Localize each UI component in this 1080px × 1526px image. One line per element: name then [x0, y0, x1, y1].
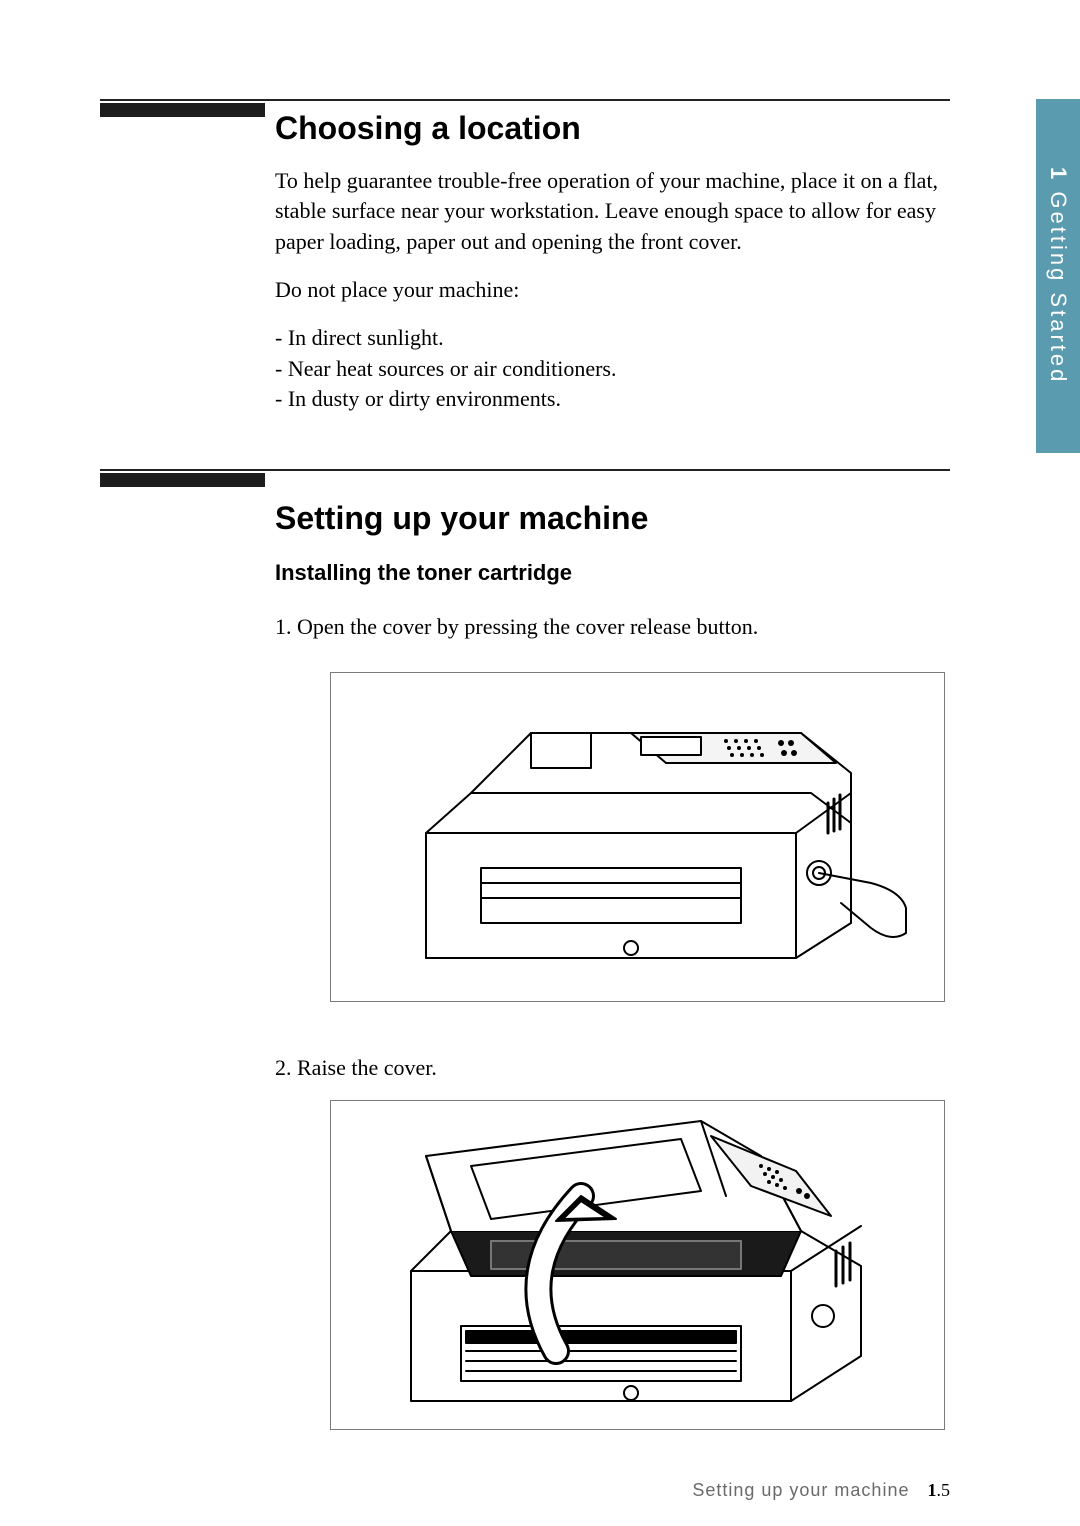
section-rule-thin-2 [100, 469, 950, 471]
para-intro: To help guarantee trouble-free operation… [275, 166, 955, 257]
side-tab-label: Getting Started [1046, 192, 1071, 385]
side-tab-number: 1 [1046, 167, 1071, 182]
warn-item-3: - In dusty or dirty environments. [275, 384, 955, 414]
step-2-text: 2. Raise the cover. [275, 1055, 955, 1081]
figure-open-cover [330, 672, 945, 1002]
step-1-text: 1. Open the cover by pressing the cover … [275, 614, 955, 640]
figure-raise-cover [330, 1100, 945, 1430]
printer-open-icon [331, 1101, 945, 1430]
heading-setting-up: Setting up your machine [275, 500, 648, 537]
footer-gap [915, 1480, 927, 1500]
page: 1 Getting Started Choosing a location To… [0, 0, 1080, 1526]
section-rule-thick [100, 103, 265, 117]
footer-chapter: 1 [928, 1480, 937, 1500]
warn-item-1: - In direct sunlight. [275, 323, 955, 353]
page-footer: Setting up your machine 1.5 [0, 1480, 950, 1501]
para-do-not: Do not place your machine: [275, 275, 955, 305]
footer-page: .5 [937, 1480, 951, 1500]
subheading-toner: Installing the toner cartridge [275, 560, 572, 586]
printer-closed-icon [331, 673, 945, 1002]
section1-body: To help guarantee trouble-free operation… [275, 166, 955, 415]
section-rule-thick-2 [100, 473, 265, 487]
section-rule-thin [100, 99, 950, 101]
heading-choosing-location: Choosing a location [275, 110, 581, 147]
side-tab: 1 Getting Started [1036, 99, 1080, 453]
footer-section: Setting up your machine [692, 1480, 909, 1500]
side-tab-text: 1 Getting Started [1045, 167, 1071, 384]
warn-item-2: - Near heat sources or air conditioners. [275, 354, 955, 384]
